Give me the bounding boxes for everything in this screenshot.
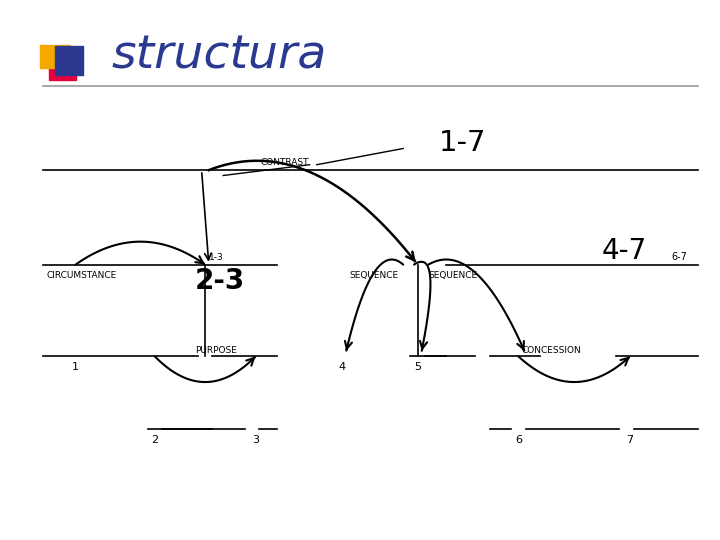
Text: 7: 7 xyxy=(626,435,634,445)
Text: 5: 5 xyxy=(414,362,421,372)
Text: structura: structura xyxy=(112,33,327,79)
Text: SEQUENCE: SEQUENCE xyxy=(349,271,398,280)
Text: 1: 1 xyxy=(72,362,79,372)
Text: 3: 3 xyxy=(252,435,259,445)
Text: 6-7: 6-7 xyxy=(672,252,688,262)
Bar xyxy=(49,59,76,80)
Bar xyxy=(40,45,70,68)
Bar xyxy=(55,46,83,75)
Text: 4-7: 4-7 xyxy=(601,237,647,265)
Text: CIRCUMSTANCE: CIRCUMSTANCE xyxy=(47,271,117,280)
Text: 1-7: 1-7 xyxy=(439,129,487,157)
Text: 1-3: 1-3 xyxy=(209,253,223,262)
Text: CONTRAST: CONTRAST xyxy=(260,158,309,167)
Text: 2: 2 xyxy=(151,435,158,445)
Text: 2-3: 2-3 xyxy=(194,267,245,295)
Text: CONCESSION: CONCESSION xyxy=(522,346,582,355)
Text: 6: 6 xyxy=(515,435,522,445)
Text: SEQUENCE: SEQUENCE xyxy=(428,271,477,280)
Text: 4: 4 xyxy=(338,362,346,372)
Text: PURPOSE: PURPOSE xyxy=(195,346,237,355)
